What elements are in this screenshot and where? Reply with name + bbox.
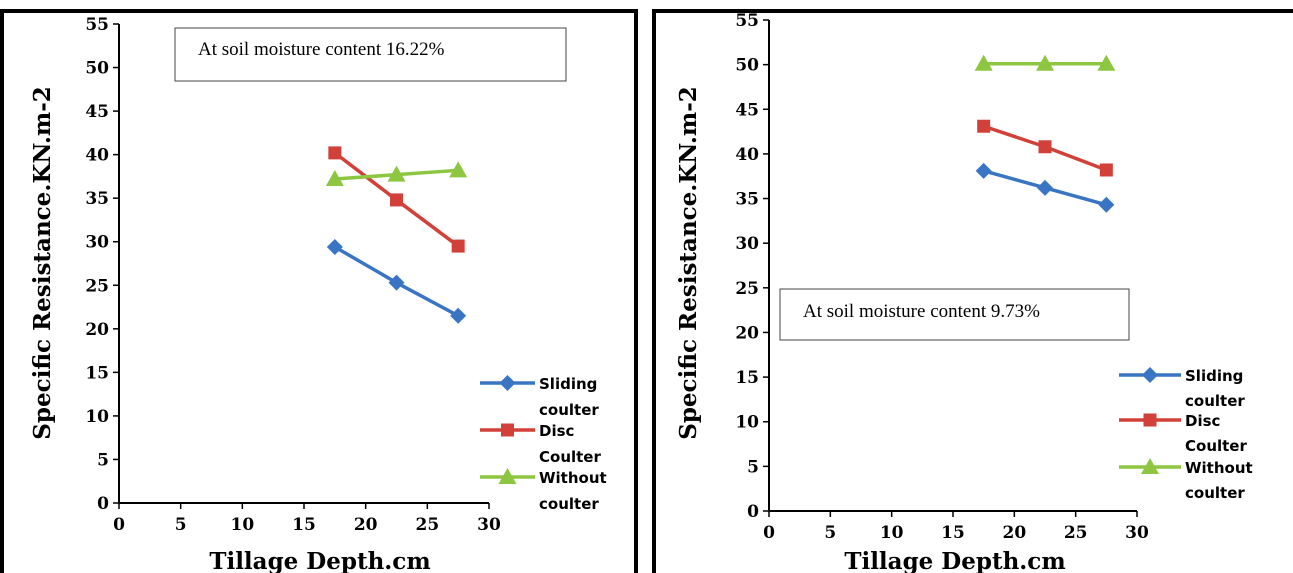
legend-marker: [1142, 367, 1158, 383]
x-tick-label: 25: [415, 515, 439, 535]
y-tick-label: 50: [735, 56, 759, 76]
series-sliding-coulter: [975, 162, 1115, 213]
y-tick-label: 50: [85, 59, 109, 79]
data-point: [974, 54, 993, 71]
legend-label: Coulter: [539, 448, 601, 466]
x-tick-label: 5: [824, 523, 836, 543]
y-tick-label: 45: [85, 102, 109, 122]
y-axis-title: Specific Resistance.KN.m-2: [675, 86, 702, 440]
legend-entry: Disc Coulter: [1119, 412, 1247, 455]
x-tick-label: 30: [1125, 523, 1149, 543]
legend-entry: Without coulter: [480, 468, 607, 513]
y-tick-label: 15: [735, 368, 759, 388]
x-tick-label: 0: [763, 523, 775, 543]
data-point: [975, 162, 992, 179]
x-tick-label: 25: [1064, 523, 1088, 543]
chart-panel-1: 0 5 10 15 20 25 30 35 40 45 50 55 0 5 10 15 20 25 30 Tillag…: [0, 9, 638, 573]
legend-entry: Without coulter: [1119, 458, 1253, 502]
legend-label: coulter: [539, 495, 599, 513]
annotation-box: [779, 288, 1130, 341]
legend-label: Sliding: [539, 375, 597, 393]
y-tick-label: 25: [85, 276, 109, 296]
legend-label: coulter: [1185, 392, 1245, 410]
x-axis-title: Tillage Depth.cm: [844, 548, 1065, 573]
x-tick-label: 10: [880, 523, 904, 543]
data-point: [1098, 196, 1115, 213]
y-tick-label: 25: [735, 279, 759, 299]
legend-marker: [498, 468, 517, 484]
legend-entry: Sliding coulter: [1119, 367, 1245, 410]
series-disc-coulter: [977, 119, 1113, 177]
x-tick-label: 10: [230, 515, 254, 535]
legend-label: Disc: [539, 422, 574, 440]
x-tick-label: 5: [175, 515, 187, 535]
legend-label: coulter: [539, 401, 599, 419]
y-tick-label: 10: [85, 407, 109, 427]
data-point: [449, 161, 468, 178]
legend-marker: [501, 423, 514, 437]
y-tick-label: 40: [735, 145, 759, 165]
data-point: [387, 165, 406, 182]
data-point: [450, 307, 467, 324]
series-without-coulter: [974, 54, 1116, 71]
legend-label: Sliding: [1185, 367, 1243, 385]
legend-label: Coulter: [1185, 437, 1247, 455]
data-point: [390, 193, 403, 207]
y-tick-label: 35: [735, 190, 759, 210]
x-axis-title: Tillage Depth.cm: [209, 548, 430, 573]
data-point: [1037, 179, 1053, 196]
data-point: [325, 170, 344, 187]
x-tick-label: 30: [477, 515, 501, 535]
y-tick-label: 35: [85, 189, 109, 209]
y-tick-label: 20: [85, 320, 109, 340]
legend-label: Disc: [1185, 412, 1220, 430]
x-tick-label: 20: [354, 515, 378, 535]
y-tick-label: 5: [747, 457, 759, 477]
y-tick-label: 55: [85, 15, 109, 35]
data-point: [1099, 163, 1113, 177]
y-tick-label: 20: [735, 323, 759, 343]
legend-label: Without: [1185, 459, 1253, 477]
data-point: [1097, 54, 1116, 71]
panel-border: [0, 9, 638, 573]
legend-label: Without: [539, 469, 607, 487]
legend-marker: [1141, 458, 1159, 474]
legend-entry: Disc Coulter: [480, 422, 601, 466]
legend-entry: Sliding coulter: [480, 375, 599, 419]
y-tick-label: 55: [735, 11, 759, 31]
y-tick-label: 0: [97, 494, 109, 514]
series-sliding-coulter: [326, 238, 467, 324]
legend-marker: [1143, 413, 1157, 427]
legend-label: coulter: [1185, 484, 1245, 502]
data-point: [1036, 54, 1054, 71]
y-axis-title: Specific Resistance.KN.m-2: [29, 86, 56, 440]
data-point: [977, 119, 991, 133]
x-tick-label: 15: [941, 523, 965, 543]
y-tick-label: 45: [735, 100, 759, 120]
data-point: [388, 274, 405, 291]
series-without-coulter: [325, 161, 468, 187]
annotation-text: At soil moisture content 9.73%: [803, 301, 1040, 322]
y-tick-label: 15: [85, 363, 109, 383]
y-tick-label: 30: [85, 233, 109, 253]
panel-border: [652, 9, 1293, 573]
x-tick-label: 0: [113, 515, 125, 535]
chart-panel-2: 0 5 10 15 20 25 30 35 40 45 50 55 0 5 10 15 20 25 30 Tillag…: [652, 9, 1293, 573]
y-tick-label: 40: [85, 146, 109, 166]
annotation-text: At soil moisture content 16.22%: [198, 39, 445, 60]
data-point: [326, 238, 343, 255]
y-tick-label: 30: [735, 234, 759, 254]
series-disc-coulter: [328, 146, 465, 253]
y-tick-label: 0: [747, 502, 759, 522]
y-tick-label: 10: [735, 413, 759, 433]
data-point: [1038, 140, 1052, 154]
annotation-box: [174, 27, 567, 82]
data-point: [328, 146, 342, 160]
x-tick-label: 20: [1002, 523, 1026, 543]
x-tick-label: 15: [292, 515, 316, 535]
y-tick-label: 5: [97, 450, 109, 470]
data-point: [451, 239, 465, 253]
legend-marker: [499, 375, 516, 391]
